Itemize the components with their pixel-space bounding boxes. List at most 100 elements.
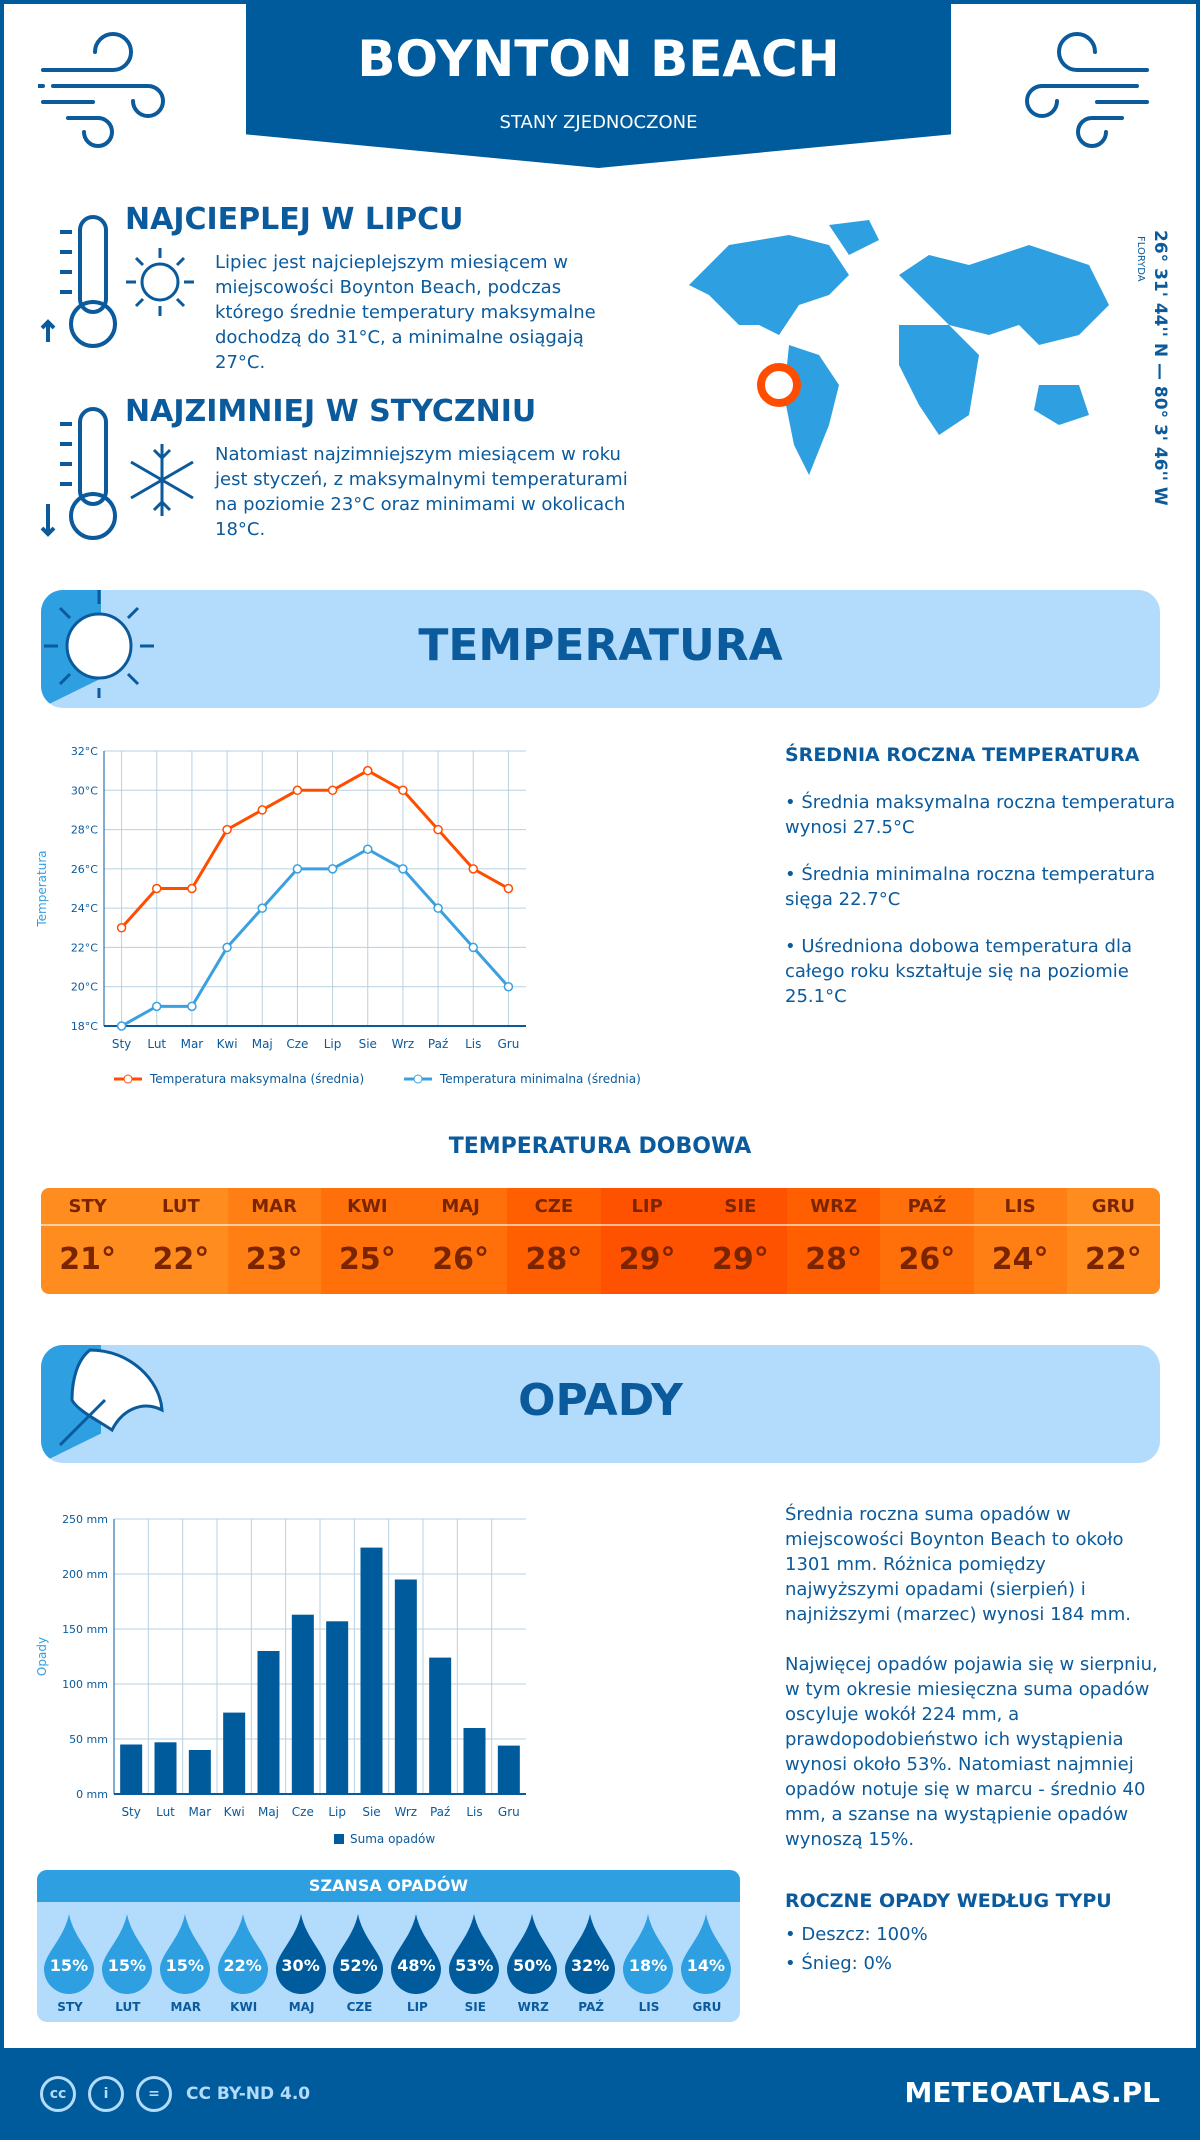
y-tick-label: 32°C (71, 745, 98, 758)
precip-bar (120, 1744, 143, 1794)
data-point (468, 864, 478, 874)
chance-value: 30% (281, 1956, 320, 1975)
chance-drop: 15% STY (43, 1902, 96, 2014)
raindrop-icon (449, 1914, 500, 1994)
precip-bar (188, 1750, 211, 1794)
legend-marker (413, 1074, 423, 1084)
chance-value: 15% (49, 1956, 89, 1975)
daily-temperature-strip: STY 21° LUT 22° MAR 23° KWI 25° MAJ 26° CZE 28° LIP 2… (41, 1188, 1160, 1294)
x-tick-label: Wrz (395, 1805, 418, 1819)
temp-value: 29° (618, 1242, 676, 1277)
data-point (257, 805, 267, 815)
chance-drop: 14% GRU (680, 1902, 733, 2014)
x-tick-label: Lut (156, 1805, 175, 1819)
precip-title: OPADY (518, 1375, 683, 1426)
x-tick-label: Kwi (217, 1037, 238, 1051)
license-label: CC BY-ND 4.0 (186, 2084, 311, 2104)
raindrop-icon (101, 1914, 152, 1994)
chance-month: WRZ (517, 2000, 549, 2014)
temp-value: 26° (898, 1242, 956, 1277)
precip-type-title: ROCZNE OPADY WEDŁUG TYPU (785, 1890, 1112, 1912)
chance-month: CZE (346, 2000, 373, 2014)
chance-drop: 52% CZE (333, 1902, 385, 2014)
chance-value: 14% (686, 1956, 726, 1975)
precip-paragraph-1: Średnia roczna suma opadów w miejscowośc… (785, 1504, 1131, 1625)
data-point (433, 903, 443, 913)
x-tick-label: Lis (466, 1805, 482, 1819)
temp-value: 25° (339, 1242, 396, 1277)
month-label: WRZ (787, 1188, 881, 1226)
daily-temp-paź: PAŹ 26° (880, 1188, 974, 1294)
world-map (689, 220, 1109, 475)
chance-value: 15% (165, 1956, 204, 1975)
sun-large-icon (44, 590, 154, 698)
daily-temp-sie: SIE 29° (693, 1188, 787, 1294)
rain-share: • Deszcz: 100% (785, 1924, 928, 1945)
data-point (257, 903, 267, 913)
month-label: KWI (320, 1188, 414, 1226)
x-tick-label: Kwi (224, 1805, 245, 1819)
precip-bar (223, 1712, 246, 1794)
y-axis-label: Temperatura (35, 850, 49, 927)
data-point (503, 981, 514, 992)
temperature-title: TEMPERATURA (418, 620, 783, 671)
month-label: STY (41, 1188, 135, 1226)
chance-value: 48% (397, 1956, 436, 1975)
x-tick-label: Cze (292, 1805, 314, 1819)
annual-temp-bullets: • Średnia maksymalna roczna temperatura … (785, 790, 1185, 1009)
warmest-title: NAJCIEPLEJ W LIPCU (125, 202, 464, 237)
x-tick-label: Wrz (392, 1037, 415, 1051)
precip-bar (326, 1621, 349, 1794)
country-subtitle: STANY ZJEDNOCZONE (499, 112, 698, 133)
raindrop-icon (159, 1914, 210, 1994)
data-point (187, 1001, 197, 1012)
month-label: MAR (227, 1188, 321, 1226)
data-point (433, 824, 443, 835)
x-tick-label: Lip (328, 1805, 346, 1819)
x-tick-label: Maj (258, 1805, 279, 1819)
chance-drop: 15% MAR (159, 1902, 212, 2014)
chance-drop: 48% LIP (391, 1902, 443, 2014)
x-tick-label: Lut (147, 1037, 166, 1051)
precip-bar (257, 1651, 280, 1794)
precipitation-chart: 0 mm 50 mm 100 mm 150 mm 200 mm 250 mm Sty Lut M… (35, 1513, 526, 1846)
daily-temp-lip: LIP 29° (600, 1188, 694, 1294)
y-tick-label: 200 mm (62, 1568, 108, 1581)
chance-drop: 18% LIS (623, 1902, 675, 2014)
raindrop-icon (507, 1914, 558, 1994)
site-link[interactable]: METEOATLAS.PL (904, 2076, 1160, 2109)
y-tick-label: 22°C (71, 941, 98, 954)
data-point (187, 883, 197, 894)
daily-temp-mar: MAR 23° (227, 1188, 321, 1294)
daily-temp-kwi: KWI 25° (320, 1188, 414, 1294)
raindrop-icon (623, 1914, 674, 1994)
x-tick-label: Mar (189, 1805, 212, 1819)
bullet-min: • Średnia minimalna roczna temperatura s… (785, 864, 1156, 910)
legend-label: Temperatura maksymalna (średnia) (149, 1072, 364, 1086)
chance-month: MAJ (288, 2000, 315, 2014)
cc-icon: cc (40, 2076, 76, 2112)
snowflake-icon (130, 444, 194, 516)
daily-temp-title: TEMPERATURA DOBOWA (448, 1134, 752, 1159)
precip-banner: OPADY (41, 1345, 1160, 1463)
x-tick-label: Lip (324, 1037, 342, 1051)
warmest-text: Lipiec jest najcieplejszym miesiącem w m… (215, 252, 596, 373)
y-tick-label: 100 mm (62, 1678, 108, 1691)
x-tick-label: Maj (252, 1037, 273, 1051)
legend-marker (123, 1074, 133, 1084)
coordinates: 26° 31' 44'' N — 80° 3' 46'' W (1150, 230, 1170, 506)
x-tick-label: Cze (286, 1037, 308, 1051)
x-tick-label: Lis (465, 1037, 481, 1051)
chance-month: MAR (170, 2000, 201, 2014)
y-tick-label: 18°C (71, 1020, 98, 1033)
thermometer-icon (40, 215, 117, 348)
precip-bar (394, 1579, 417, 1794)
data-point (327, 864, 338, 874)
raindrop-icon (333, 1914, 384, 1994)
data-point (292, 864, 303, 874)
x-tick-label: Paź (428, 1037, 448, 1051)
sun-icon (126, 248, 194, 316)
data-point (116, 923, 127, 933)
snow-share: • Śnieg: 0% (785, 1953, 893, 1974)
data-point (116, 1021, 127, 1031)
